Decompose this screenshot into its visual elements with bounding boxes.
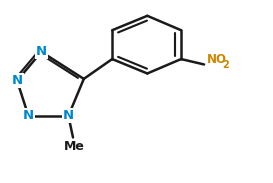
Text: N: N [63,109,74,122]
Text: N: N [36,45,47,58]
Text: N: N [11,74,23,87]
Text: 2: 2 [222,60,229,70]
Text: Me: Me [64,140,85,153]
Text: N: N [23,109,34,122]
Text: NO: NO [207,53,227,66]
